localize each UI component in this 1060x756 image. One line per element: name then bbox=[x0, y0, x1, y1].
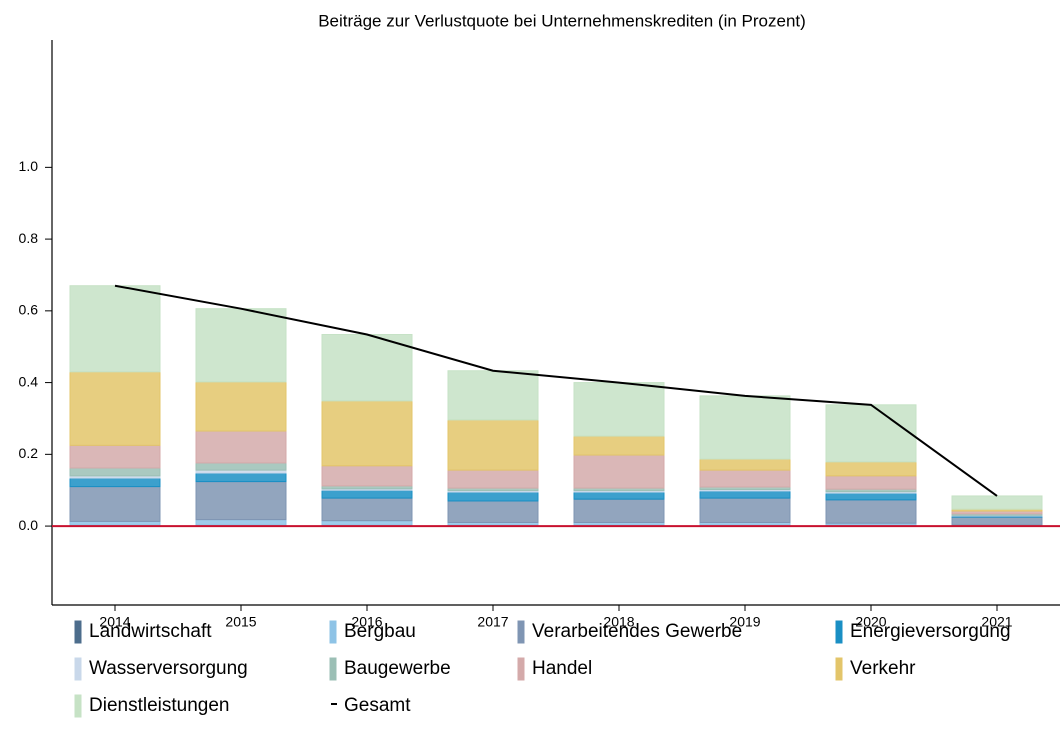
bar-segment bbox=[70, 286, 160, 372]
legend-swatch bbox=[836, 658, 842, 680]
legend-swatch bbox=[330, 621, 336, 643]
y-tick-label: 0.8 bbox=[19, 230, 39, 246]
bar-segment bbox=[70, 521, 160, 525]
legend-label: Handel bbox=[532, 658, 592, 679]
bar-segment bbox=[322, 521, 412, 525]
bar-segment bbox=[700, 491, 790, 498]
bar-segment bbox=[826, 405, 916, 462]
legend-swatch bbox=[75, 621, 81, 643]
x-tick-label: 2016 bbox=[351, 614, 382, 630]
legend-swatch bbox=[836, 621, 842, 643]
bar-segment bbox=[952, 496, 1042, 509]
bar-segment bbox=[70, 372, 160, 446]
x-tick-label: 2015 bbox=[225, 614, 256, 630]
bar-segment bbox=[448, 420, 538, 470]
bar-segment bbox=[574, 436, 664, 455]
legend-label: Dienstleistungen bbox=[89, 695, 229, 716]
x-tick-label: 2019 bbox=[729, 614, 760, 630]
legend-swatch bbox=[75, 658, 81, 680]
legend-label: Verarbeitendes Gewerbe bbox=[532, 621, 742, 642]
legend-swatch bbox=[75, 695, 81, 717]
bar-segment bbox=[70, 487, 160, 522]
bar-segment bbox=[826, 476, 916, 489]
bar-segment bbox=[700, 470, 790, 487]
bar-segment bbox=[70, 445, 160, 468]
bar-segment bbox=[196, 482, 286, 520]
bar-segment bbox=[322, 401, 412, 466]
y-tick-label: 0.0 bbox=[19, 517, 39, 533]
legend-label: Verkehr bbox=[850, 658, 916, 679]
legend-label: Gesamt bbox=[344, 695, 411, 716]
bar-segment bbox=[196, 463, 286, 470]
x-tick-label: 2021 bbox=[981, 614, 1012, 630]
legend-label: Baugewerbe bbox=[344, 658, 451, 679]
chart-title: Beiträge zur Verlustquote bei Unternehme… bbox=[318, 11, 806, 30]
bar-segment bbox=[196, 309, 286, 382]
y-tick-label: 0.6 bbox=[19, 302, 39, 318]
y-tick-label: 0.4 bbox=[19, 373, 39, 389]
bar-segment bbox=[700, 459, 790, 470]
bar-segment bbox=[196, 473, 286, 482]
y-tick-label: 0.2 bbox=[19, 445, 39, 461]
bar-segment bbox=[952, 517, 1042, 525]
legend-swatch bbox=[518, 658, 524, 680]
x-tick-label: 2020 bbox=[855, 614, 886, 630]
bar-segment bbox=[826, 500, 916, 523]
bar-segment bbox=[70, 478, 160, 487]
bar-segment bbox=[196, 520, 286, 525]
bar-segment bbox=[700, 396, 790, 459]
bar-segment bbox=[574, 499, 664, 522]
x-tick-label: 2017 bbox=[477, 614, 508, 630]
x-tick-label: 2014 bbox=[99, 614, 130, 630]
legend-label: Wasserversorgung bbox=[89, 658, 248, 679]
bar-segment bbox=[574, 455, 664, 488]
bar-segment bbox=[574, 383, 664, 436]
bar-segment bbox=[448, 501, 538, 523]
bar-segment bbox=[448, 470, 538, 488]
bar-segment bbox=[826, 462, 916, 476]
y-tick-label: 1.0 bbox=[19, 158, 39, 174]
bar-segment bbox=[448, 492, 538, 501]
bar-segment bbox=[322, 498, 412, 521]
bar-segment bbox=[448, 371, 538, 420]
x-tick-label: 2018 bbox=[603, 614, 634, 630]
bar-segment bbox=[196, 382, 286, 431]
bar-segment bbox=[574, 492, 664, 499]
bar-segment bbox=[196, 431, 286, 463]
bar-segment bbox=[322, 490, 412, 498]
legend-swatch bbox=[330, 658, 336, 680]
bar-segment bbox=[700, 498, 790, 522]
legend-swatch bbox=[518, 621, 524, 643]
bar-segment bbox=[322, 466, 412, 486]
bar-segment bbox=[826, 493, 916, 500]
bar-segment bbox=[70, 468, 160, 476]
